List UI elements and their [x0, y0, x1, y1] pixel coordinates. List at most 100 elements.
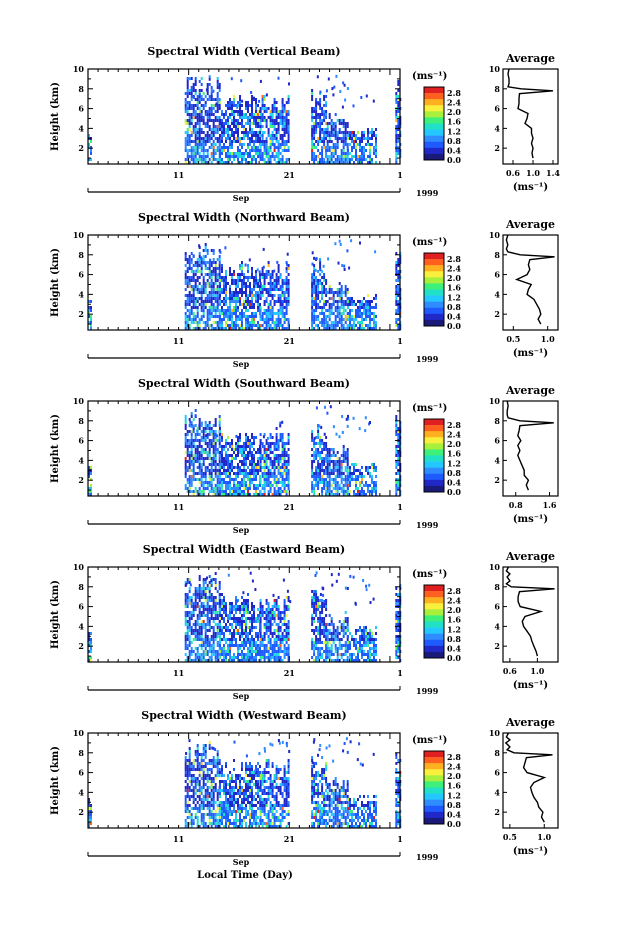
heatmap-cell	[321, 321, 324, 324]
heatmap-cell	[332, 152, 335, 155]
heatmap-cell	[243, 602, 245, 605]
heatmap-cell	[198, 433, 201, 436]
heatmap-cell	[206, 324, 209, 327]
heatmap-cell	[206, 457, 209, 460]
heatmap-cell	[253, 472, 255, 475]
heatmap-cell	[247, 107, 249, 110]
heatmap-cell	[192, 454, 195, 457]
heatmap-cell	[200, 309, 203, 312]
heatmap-cell	[369, 137, 371, 140]
heatmap-cell	[186, 602, 189, 605]
heatmap-cell	[266, 436, 269, 440]
heatmap-cell	[253, 122, 255, 125]
heatmap-cell	[347, 318, 349, 321]
heatmap-cell	[221, 454, 223, 457]
heatmap-cell	[245, 454, 247, 457]
heatmap-cell	[269, 472, 272, 475]
heatmap-cell	[194, 596, 197, 599]
heatmap-cell	[328, 487, 331, 490]
heatmap-cell	[206, 620, 209, 623]
heatmap-cell	[311, 282, 314, 285]
heatmap-cell	[271, 472, 274, 475]
heatmap-cell	[323, 481, 326, 484]
heatmap-cell	[233, 321, 235, 324]
heatmap-cell	[283, 312, 286, 315]
heatmap-cell	[277, 448, 280, 451]
heatmap-cell	[218, 249, 221, 252]
heatmap-cell	[239, 152, 241, 155]
heatmap-cell	[218, 137, 221, 140]
heatmap-cell	[323, 143, 326, 146]
heatmap-cell	[355, 140, 357, 143]
colorbar-segment	[424, 105, 444, 112]
heatmap-cell	[194, 110, 197, 113]
heatmap-cell	[190, 632, 193, 635]
heatmap-cell	[227, 152, 229, 155]
heatmap-cell	[186, 487, 189, 490]
heatmap-cell	[243, 484, 245, 487]
heatmap-cell	[198, 276, 201, 279]
heatmap-cell	[190, 104, 193, 107]
heatmap-cell	[361, 318, 363, 321]
heatmap-cell	[223, 602, 225, 605]
heatmap-cell	[321, 119, 324, 122]
heatmap-cell	[313, 490, 316, 493]
heatmap-cell	[319, 261, 322, 264]
heatmap-cell	[259, 490, 262, 493]
heatmap-cell	[239, 611, 241, 614]
heatmap-cell	[196, 134, 199, 137]
heatmap-cell	[204, 125, 207, 128]
heatmap-cell	[192, 300, 195, 303]
heatmap-cell	[269, 288, 272, 291]
heatmap-cell	[208, 297, 211, 300]
heatmap-cell	[275, 152, 278, 155]
heatmap-cell	[245, 294, 247, 297]
heatmap-cell	[285, 116, 288, 119]
heatmap-cell	[229, 445, 231, 448]
heatmap-cell	[190, 439, 193, 442]
heatmap-cell	[315, 484, 318, 487]
heatmap-cell	[241, 445, 243, 448]
heatmap-cell	[212, 321, 215, 324]
heatmap-cell	[359, 155, 361, 158]
heatmap-cell	[249, 315, 251, 318]
heatmap-cell	[321, 110, 324, 113]
heatmap-cell	[357, 493, 359, 496]
heatmap-cell	[208, 306, 211, 309]
heatmap-cell	[328, 324, 331, 327]
heatmap-cell	[223, 469, 225, 472]
heatmap-cell	[188, 490, 191, 493]
heatmap-cell	[279, 472, 282, 475]
heatmap-cell	[192, 478, 195, 481]
heatmap-cell	[283, 134, 286, 137]
heatmap-cell	[281, 490, 284, 493]
heatmap-cell	[227, 629, 229, 632]
heatmap-cell	[253, 439, 255, 442]
heatmap-cell	[231, 291, 233, 294]
heatmap-cell	[214, 288, 217, 291]
heatmap-cell	[347, 300, 349, 303]
heatmap-cell	[190, 107, 193, 110]
heatmap-cell	[239, 279, 241, 282]
heatmap-cell	[216, 635, 219, 638]
heatmap-cell	[200, 161, 203, 164]
heatmap-cell	[204, 481, 207, 484]
heatmap-cell	[321, 122, 324, 125]
heatmap-cell	[318, 424, 321, 428]
heatmap-cell	[212, 291, 215, 294]
heatmap-cell	[325, 472, 328, 475]
heatmap-cell	[283, 306, 286, 309]
heatmap-cell	[328, 285, 331, 288]
heatmap-cell	[336, 161, 339, 164]
heatmap-cell	[188, 466, 191, 469]
heatmap-cell	[281, 420, 284, 424]
heatmap-cell	[192, 466, 195, 469]
heatmap-cell	[359, 490, 361, 493]
heatmap-cell	[216, 434, 219, 438]
heatmap-cell	[204, 306, 207, 309]
month-label: Sep	[233, 359, 250, 369]
heatmap-cell	[184, 659, 187, 662]
heatmap-cell	[188, 626, 191, 629]
heatmap-cell	[200, 318, 203, 321]
heatmap-cell	[311, 155, 314, 158]
